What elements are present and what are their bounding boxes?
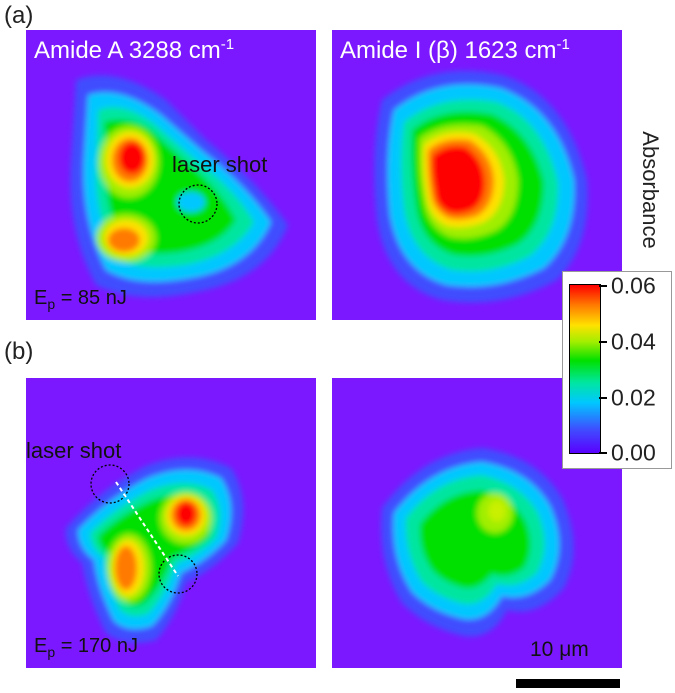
pulse-energy-label-b: Ep = 170 nJ	[34, 635, 138, 660]
map-a-amide-a-image	[70, 75, 289, 298]
ep-a-main: E	[34, 287, 48, 309]
map-title-amide-i-sup: -1	[556, 36, 570, 53]
map-a-amide-a: Amide A 3288 cm-1 laser shot Ep = 85 nJ	[26, 30, 316, 320]
map-title-amide-i: Amide I (β) 1623 cm-1	[340, 36, 570, 65]
map-title-amide-a-sup: -1	[220, 36, 235, 53]
ep-b-value: = 170 nJ	[55, 635, 138, 657]
map-title-amide-a-text: Amide A 3288 cm	[34, 37, 221, 64]
map-a-amide-i-image	[374, 70, 588, 303]
absorbance-label: Absorbance	[630, 120, 670, 260]
map-title-amide-a: Amide A 3288 cm-1	[34, 36, 234, 65]
scale-bar	[516, 679, 620, 688]
cut-line	[115, 481, 179, 577]
scale-bar-label: 10 μm	[530, 638, 589, 661]
colorbar-tick-label: 0.06	[611, 272, 656, 299]
laser-shot-circle-b1	[90, 464, 130, 504]
panel-letter-a: (a)	[4, 2, 34, 29]
laser-shot-circle-b2	[158, 554, 198, 594]
colorbar-gradient	[569, 284, 601, 454]
colorbar-tick	[599, 397, 607, 399]
map-title-amide-i-text: Amide I (β) 1623 cm	[340, 37, 557, 64]
ep-a-value: = 85 nJ	[55, 287, 127, 309]
colorbar-tick	[599, 452, 607, 454]
colorbar-tick-label: 0.04	[611, 328, 656, 355]
map-b-amide-a: laser shot Ep = 170 nJ	[26, 378, 316, 668]
colorbar-tick-label: 0.00	[611, 439, 656, 466]
laser-shot-circle-a	[178, 184, 218, 224]
pulse-energy-label-a: Ep = 85 nJ	[34, 287, 127, 312]
absorbance-label-text: Absorbance	[638, 131, 663, 249]
colorbar-tick	[599, 285, 607, 287]
laser-shot-label-a: laser shot	[172, 152, 268, 177]
ep-b-sub: p	[47, 644, 56, 660]
colorbar-tick-label: 0.02	[611, 384, 656, 411]
colorbar-tick	[599, 341, 607, 343]
colorbar: 0.06 0.04 0.02 0.00	[562, 271, 672, 469]
map-b-amide-i-image	[381, 448, 574, 637]
laser-shot-label-b: laser shot	[26, 438, 122, 463]
map-b-amide-a-image	[65, 457, 244, 643]
ep-b-main: E	[34, 635, 48, 657]
panel-letter-b: (b)	[4, 338, 34, 365]
ep-a-sub: p	[47, 296, 56, 312]
